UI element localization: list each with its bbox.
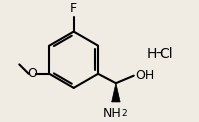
Text: O: O <box>27 67 37 80</box>
Text: –: – <box>156 47 163 61</box>
Text: H: H <box>146 47 157 61</box>
Polygon shape <box>112 83 120 102</box>
Text: OH: OH <box>136 69 155 82</box>
Text: Cl: Cl <box>159 47 173 61</box>
Text: F: F <box>70 2 77 15</box>
Text: NH: NH <box>103 107 122 120</box>
Text: 2: 2 <box>122 109 127 117</box>
